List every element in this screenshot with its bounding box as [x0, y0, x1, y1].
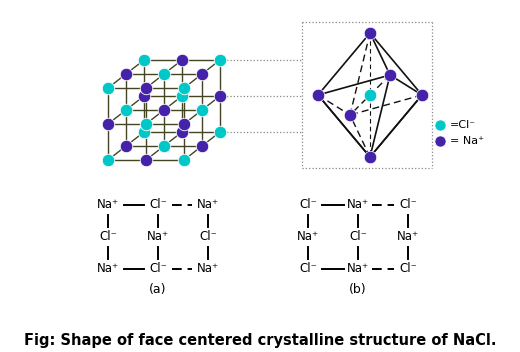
Text: Na⁺: Na⁺ [147, 231, 169, 244]
Text: = Na⁺: = Na⁺ [450, 136, 484, 146]
Text: Cl⁻: Cl⁻ [149, 263, 167, 276]
Text: Na⁺: Na⁺ [347, 199, 369, 212]
Text: (b): (b) [349, 283, 367, 295]
Text: Cl⁻: Cl⁻ [149, 199, 167, 212]
Text: =Cl⁻: =Cl⁻ [450, 120, 476, 130]
Text: Na⁺: Na⁺ [197, 263, 219, 276]
Text: Na⁺: Na⁺ [97, 263, 119, 276]
Text: Na⁺: Na⁺ [397, 231, 419, 244]
Text: (a): (a) [149, 283, 167, 295]
Text: Cl⁻: Cl⁻ [99, 231, 117, 244]
Text: Na⁺: Na⁺ [347, 263, 369, 276]
Text: Na⁺: Na⁺ [197, 199, 219, 212]
Text: Cl⁻: Cl⁻ [199, 231, 217, 244]
Text: Fig: Shape of face centered crystalline structure of NaCl.: Fig: Shape of face centered crystalline … [24, 333, 496, 348]
Text: Na⁺: Na⁺ [297, 231, 319, 244]
Text: Cl⁻: Cl⁻ [349, 231, 367, 244]
Text: Cl⁻: Cl⁻ [299, 263, 317, 276]
Text: Cl⁻: Cl⁻ [299, 199, 317, 212]
Text: Cl⁻: Cl⁻ [399, 199, 417, 212]
Text: Na⁺: Na⁺ [97, 199, 119, 212]
Text: Cl⁻: Cl⁻ [399, 263, 417, 276]
